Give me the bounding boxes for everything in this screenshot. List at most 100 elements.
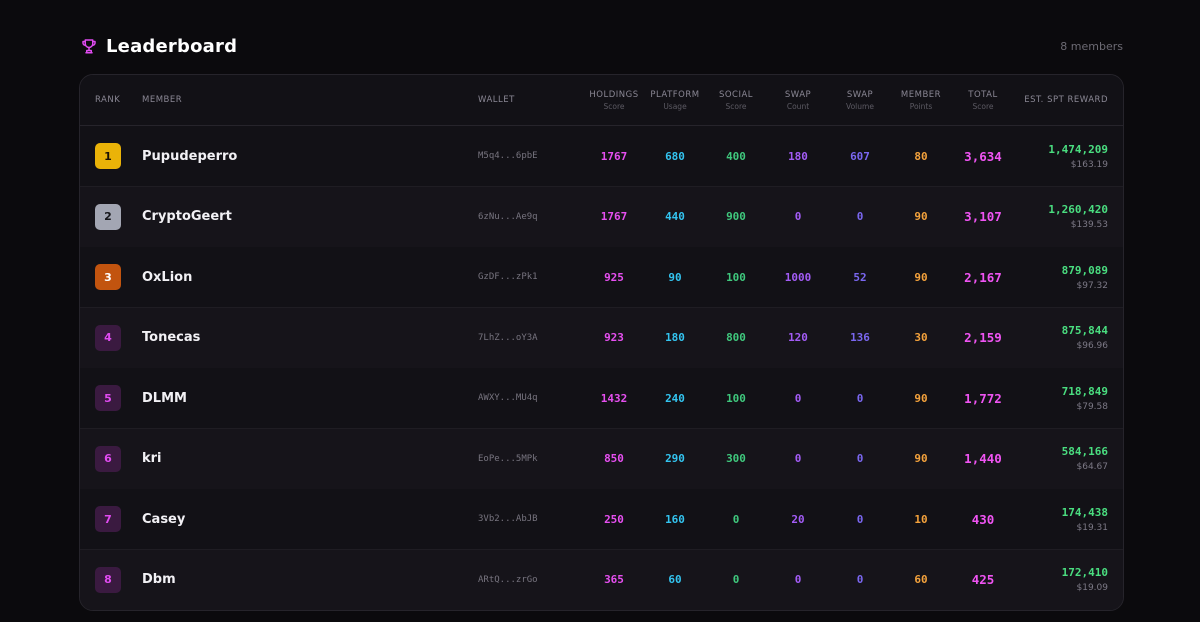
social-score: 300 — [726, 452, 746, 465]
wallet-address[interactable]: ARtQ...zrGo — [478, 574, 538, 585]
table-row[interactable]: 8 Dbm ARtQ...zrGo 365 60 0 0 0 60 425 17 — [80, 549, 1123, 610]
total-cell: 3,634 — [948, 126, 1018, 186]
member-points-cell: 80 — [886, 126, 956, 186]
column-header-platform-label: PLATFORM — [650, 89, 700, 100]
column-header-swap-volume-sub: Volume — [846, 101, 874, 111]
total-score: 1,772 — [964, 390, 1002, 406]
swap-volume: 0 — [856, 573, 864, 586]
table-row[interactable]: 7 Casey 3Vb2...AbJB 250 160 0 20 0 10 43… — [80, 489, 1123, 550]
swap-volume: 607 — [850, 149, 870, 163]
swap-count: 120 — [788, 331, 808, 344]
usd-reward: $96.96 — [1076, 341, 1109, 351]
swap-volume: 0 — [856, 512, 864, 526]
spt-reward: 1,260,420 — [1048, 203, 1108, 216]
wallet-address[interactable]: 3Vb2...AbJB — [478, 514, 538, 524]
swap-volume: 136 — [850, 331, 870, 344]
social-score: 100 — [726, 391, 746, 405]
table-row[interactable]: 2 CryptoGeert 6zNu...Ae9q 1767 440 900 0… — [80, 186, 1123, 248]
spt-reward: 584,166 — [1061, 445, 1108, 458]
table-row[interactable]: 6 kri EoPe...5MPk 850 290 300 0 0 90 1,4… — [80, 428, 1123, 490]
rank-cell: 5 — [95, 368, 135, 428]
table-row[interactable]: 1 Pupudeperro M5q4...6pbE 1767 680 400 1… — [80, 126, 1123, 187]
swap-volume: 52 — [853, 270, 867, 284]
wallet-address[interactable]: AWXY...MU4q — [478, 393, 538, 403]
platform-cell: 60 — [640, 550, 710, 610]
platform-cell: 290 — [640, 429, 710, 489]
member-cell: kri — [142, 429, 442, 489]
member-points-cell: 90 — [886, 247, 956, 307]
member-points: 60 — [914, 573, 928, 586]
swap-count: 0 — [794, 391, 802, 405]
member-points: 90 — [914, 270, 928, 284]
social-cell: 100 — [701, 368, 771, 428]
holdings-cell: 1432 — [579, 368, 649, 428]
member-points-cell: 10 — [886, 489, 956, 549]
social-score: 0 — [732, 573, 740, 586]
social-cell: 900 — [701, 187, 771, 247]
social-score: 900 — [726, 210, 746, 223]
member-points-cell: 30 — [886, 308, 956, 368]
social-cell: 0 — [701, 489, 771, 549]
rank-badge: 5 — [95, 385, 121, 411]
wallet-cell: ARtQ...zrGo — [478, 550, 578, 610]
member-points-cell: 90 — [886, 429, 956, 489]
social-score: 100 — [726, 270, 746, 284]
holdings-cell: 925 — [579, 247, 649, 307]
reward-cell: 875,844 $96.96 — [1000, 308, 1108, 368]
holdings-cell: 850 — [579, 429, 649, 489]
table-row[interactable]: 3 OxLion GzDF...zPk1 925 90 100 1000 52 … — [80, 247, 1123, 308]
swap-count-cell: 0 — [763, 550, 833, 610]
member-cell: Casey — [142, 489, 442, 549]
member-name[interactable]: Pupudeperro — [142, 148, 238, 164]
wallet-address[interactable]: EoPe...5MPk — [478, 453, 538, 464]
usd-reward: $19.09 — [1076, 583, 1109, 593]
member-name[interactable]: Tonecas — [142, 330, 201, 345]
total-score: 3,107 — [964, 209, 1002, 224]
swap-volume-cell: 0 — [825, 429, 895, 489]
reward-cell: 1,474,209 $163.19 — [1000, 126, 1108, 186]
member-points: 10 — [914, 512, 928, 526]
wallet-address[interactable]: 7LhZ...oY3A — [478, 332, 538, 343]
total-score: 2,159 — [964, 330, 1002, 345]
member-name[interactable]: OxLion — [142, 269, 193, 285]
holdings-score: 1432 — [600, 391, 628, 405]
reward-cell: 718,849 $79.58 — [1000, 368, 1108, 428]
wallet-cell: GzDF...zPk1 — [478, 247, 578, 307]
wallet-cell: M5q4...6pbE — [478, 126, 578, 186]
swap-count: 1000 — [784, 270, 812, 284]
usd-reward: $97.32 — [1076, 280, 1109, 291]
platform-usage: 90 — [668, 270, 682, 284]
total-score: 3,634 — [964, 148, 1002, 164]
holdings-score: 850 — [604, 452, 624, 465]
column-header-member-points: MEMBER Points — [886, 75, 956, 125]
reward-cell: 174,438 $19.31 — [1000, 489, 1108, 549]
wallet-address[interactable]: M5q4...6pbE — [478, 151, 538, 161]
spt-reward: 1,474,209 — [1048, 142, 1108, 156]
member-points: 30 — [914, 331, 928, 344]
trophy-icon — [82, 39, 96, 54]
member-name[interactable]: Dbm — [142, 572, 176, 587]
column-header-wallet: WALLET — [478, 75, 558, 125]
member-name[interactable]: CryptoGeert — [142, 209, 232, 224]
usd-reward: $163.19 — [1070, 159, 1108, 170]
wallet-address[interactable]: 6zNu...Ae9q — [478, 211, 538, 222]
rank-cell: 2 — [95, 187, 135, 247]
reward-cell: 879,089 $97.32 — [1000, 247, 1108, 307]
holdings-score: 250 — [604, 512, 624, 526]
member-name[interactable]: Casey — [142, 511, 186, 527]
spt-reward: 718,849 — [1061, 384, 1108, 398]
column-header-member-points-sub: Points — [909, 101, 933, 111]
rank-cell: 4 — [95, 308, 135, 368]
table-row[interactable]: 4 Tonecas 7LhZ...oY3A 923 180 800 120 13… — [80, 307, 1123, 369]
spt-reward: 875,844 — [1061, 324, 1108, 337]
member-name[interactable]: kri — [142, 451, 162, 466]
platform-cell: 180 — [640, 308, 710, 368]
table-row[interactable]: 5 DLMM AWXY...MU4q 1432 240 100 0 0 90 1… — [80, 368, 1123, 429]
wallet-address[interactable]: GzDF...zPk1 — [478, 272, 538, 282]
swap-volume-cell: 52 — [825, 247, 895, 307]
member-name[interactable]: DLMM — [142, 390, 187, 406]
member-points: 90 — [914, 391, 928, 405]
column-header-rank-label: RANK — [95, 95, 121, 105]
column-header-social: SOCIAL Score — [701, 75, 771, 125]
